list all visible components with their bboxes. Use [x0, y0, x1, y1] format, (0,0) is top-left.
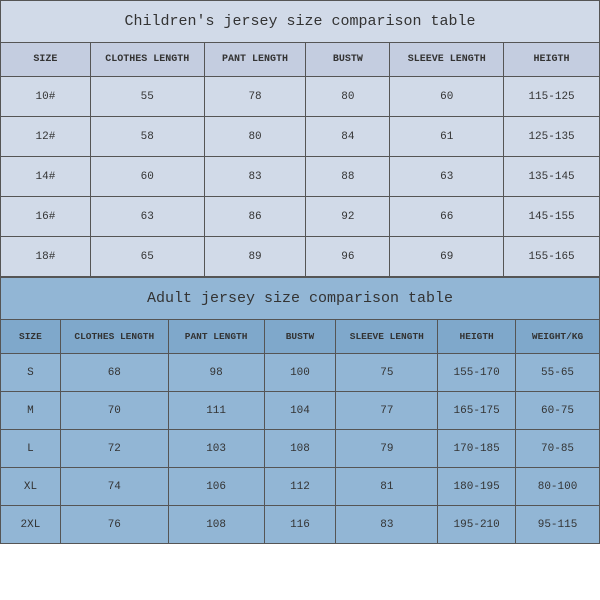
table-cell: 98 [168, 354, 264, 392]
adult-table-title: Adult jersey size comparison table [1, 278, 600, 320]
column-header: PANT LENGTH [204, 43, 306, 77]
children-table-header-row: SIZECLOTHES LENGTHPANT LENGTHBUSTWSLEEVE… [1, 43, 600, 77]
table-cell: 106 [168, 468, 264, 506]
table-cell: 111 [168, 392, 264, 430]
table-cell: 12# [1, 117, 91, 157]
table-cell: 88 [306, 157, 390, 197]
table-cell: 14# [1, 157, 91, 197]
table-cell: 165-175 [438, 392, 516, 430]
table-cell: 76 [60, 506, 168, 544]
table-cell: M [1, 392, 61, 430]
table-cell: 83 [336, 506, 438, 544]
table-cell: L [1, 430, 61, 468]
column-header: SIZE [1, 43, 91, 77]
table-row: S689810075155-17055-65 [1, 354, 600, 392]
table-cell: 155-165 [504, 237, 600, 277]
table-cell: 145-155 [504, 197, 600, 237]
table-cell: 83 [204, 157, 306, 197]
table-cell: 89 [204, 237, 306, 277]
adult-table-body: S689810075155-17055-65M7011110477165-175… [1, 354, 600, 544]
table-row: 2XL7610811683195-21095-115 [1, 506, 600, 544]
table-cell: 170-185 [438, 430, 516, 468]
table-cell: 63 [90, 197, 204, 237]
table-cell: 80 [204, 117, 306, 157]
children-size-table: Children's jersey size comparison table … [0, 0, 600, 277]
column-header: BUSTW [264, 320, 336, 354]
column-header: SLEEVE LENGTH [336, 320, 438, 354]
table-cell: 96 [306, 237, 390, 277]
table-cell: 69 [390, 237, 504, 277]
table-cell: 180-195 [438, 468, 516, 506]
children-table-title: Children's jersey size comparison table [1, 1, 600, 43]
table-cell: 155-170 [438, 354, 516, 392]
table-cell: 65 [90, 237, 204, 277]
table-cell: 60-75 [516, 392, 600, 430]
table-cell: 63 [390, 157, 504, 197]
table-cell: 81 [336, 468, 438, 506]
table-cell: 66 [390, 197, 504, 237]
table-cell: 115-125 [504, 77, 600, 117]
adult-table-header-row: SIZECLOTHES LENGTHPANT LENGTHBUSTWSLEEVE… [1, 320, 600, 354]
table-row: 10#55788060115-125 [1, 77, 600, 117]
table-cell: S [1, 354, 61, 392]
table-cell: 84 [306, 117, 390, 157]
table-cell: 108 [264, 430, 336, 468]
table-cell: 68 [60, 354, 168, 392]
children-table-body: 10#55788060115-12512#58808461125-13514#6… [1, 77, 600, 277]
column-header: SIZE [1, 320, 61, 354]
column-header: PANT LENGTH [168, 320, 264, 354]
table-cell: 2XL [1, 506, 61, 544]
table-cell: 60 [90, 157, 204, 197]
table-cell: 75 [336, 354, 438, 392]
table-cell: 58 [90, 117, 204, 157]
table-cell: 55 [90, 77, 204, 117]
table-row: 12#58808461125-135 [1, 117, 600, 157]
table-row: XL7410611281180-19580-100 [1, 468, 600, 506]
table-cell: 55-65 [516, 354, 600, 392]
table-cell: 80-100 [516, 468, 600, 506]
table-cell: 79 [336, 430, 438, 468]
table-cell: 116 [264, 506, 336, 544]
size-tables-container: Children's jersey size comparison table … [0, 0, 600, 544]
table-cell: 95-115 [516, 506, 600, 544]
column-header: CLOTHES LENGTH [60, 320, 168, 354]
table-row: L7210310879170-18570-85 [1, 430, 600, 468]
table-cell: 125-135 [504, 117, 600, 157]
table-cell: 77 [336, 392, 438, 430]
table-cell: 112 [264, 468, 336, 506]
table-cell: 70-85 [516, 430, 600, 468]
column-header: HEIGTH [504, 43, 600, 77]
adult-size-table: Adult jersey size comparison table SIZEC… [0, 277, 600, 544]
table-cell: 104 [264, 392, 336, 430]
table-cell: 60 [390, 77, 504, 117]
column-header: WEIGHT/KG [516, 320, 600, 354]
table-cell: 92 [306, 197, 390, 237]
table-cell: 74 [60, 468, 168, 506]
table-cell: 108 [168, 506, 264, 544]
table-row: 14#60838863135-145 [1, 157, 600, 197]
table-row: M7011110477165-17560-75 [1, 392, 600, 430]
table-cell: 103 [168, 430, 264, 468]
column-header: CLOTHES LENGTH [90, 43, 204, 77]
table-cell: XL [1, 468, 61, 506]
column-header: SLEEVE LENGTH [390, 43, 504, 77]
table-cell: 100 [264, 354, 336, 392]
table-row: 16#63869266145-155 [1, 197, 600, 237]
table-cell: 80 [306, 77, 390, 117]
table-cell: 195-210 [438, 506, 516, 544]
table-cell: 78 [204, 77, 306, 117]
table-cell: 10# [1, 77, 91, 117]
table-cell: 135-145 [504, 157, 600, 197]
table-cell: 72 [60, 430, 168, 468]
table-row: 18#65899669155-165 [1, 237, 600, 277]
table-cell: 16# [1, 197, 91, 237]
table-cell: 86 [204, 197, 306, 237]
column-header: BUSTW [306, 43, 390, 77]
table-cell: 70 [60, 392, 168, 430]
column-header: HEIGTH [438, 320, 516, 354]
table-cell: 18# [1, 237, 91, 277]
table-cell: 61 [390, 117, 504, 157]
